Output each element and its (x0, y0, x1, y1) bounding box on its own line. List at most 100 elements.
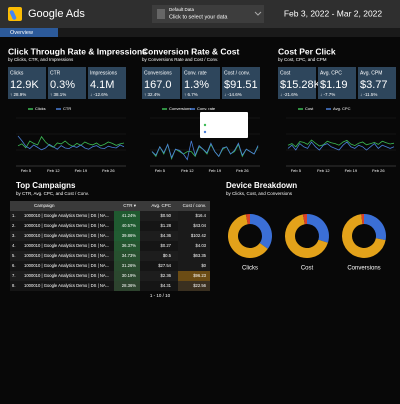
section-title: Conversion Rate & Cost (142, 46, 239, 56)
section-title: Click Through Rate & Impressions (8, 46, 147, 56)
scorecard-label: Conversions (144, 70, 172, 76)
table-row (10, 251, 210, 261)
table-cell: 7. (12, 273, 16, 278)
table-cell: 39.86% (122, 233, 136, 238)
section-subtitle: by Cost, CPC, and CPM (278, 57, 327, 62)
heat-cell (114, 281, 140, 291)
scorecard-change: ↓ -14.6% (224, 92, 242, 97)
scorecard (358, 67, 396, 99)
heat-cell (178, 251, 210, 261)
donut-label: Conversions (347, 266, 380, 272)
x-tick-label: Feb 5 (21, 168, 32, 173)
table-cell: 1000010 | Google Analytics Demo | DS | N… (24, 263, 109, 268)
table-cell: $4.36 (161, 233, 172, 238)
table-cell: 4. (12, 243, 16, 248)
line-series (17, 135, 125, 151)
scorecard-change: ↓ -7.7% (320, 92, 335, 97)
heat-cell (114, 261, 140, 271)
table-row (10, 271, 210, 281)
tooltip-line: Conversions: 6 (208, 122, 237, 127)
table-cell: $0.5 (163, 253, 172, 258)
date-range[interactable]: Feb 3, 2022 - Mar 2, 2022 (284, 8, 383, 18)
table-cell: $0.50 (161, 213, 172, 218)
legend-label: Conv. rate (197, 106, 216, 111)
data-source-picker[interactable] (152, 5, 264, 23)
heat-cell (178, 221, 210, 231)
donut-slice (361, 213, 364, 225)
table-header (10, 201, 210, 211)
heat-cell (114, 271, 140, 281)
table-cell: $1.28 (161, 223, 172, 228)
scorecard (142, 67, 180, 99)
table-cell: 1000010 | Google Analytics Demo | DS | N… (24, 253, 109, 258)
table-cell: 1000010 | Google Analytics Demo | DS | N… (24, 233, 109, 238)
scorecard-value: 167.0 (144, 79, 172, 91)
donut-label: Cost (301, 266, 314, 272)
table-cell: $22.56 (193, 283, 206, 288)
section-title: Device Breakdown (226, 181, 297, 190)
scorecard-label: Impressions (90, 70, 117, 76)
tooltip-line: Conv. rate: 0.53% (208, 129, 241, 134)
scorecard (8, 67, 46, 99)
donut-slice (364, 214, 386, 241)
table-row (10, 231, 210, 241)
table-cell: $96.23 (193, 273, 206, 278)
heat-cell (178, 261, 210, 271)
tooltip-title: Feb 12, 2022 (203, 114, 230, 119)
data-source-icon (157, 9, 165, 19)
scorecard-value: $3.77 (360, 79, 388, 91)
column-header[interactable]: Avg. CPC (151, 203, 171, 208)
table-row (10, 211, 210, 221)
scorecard (318, 67, 356, 99)
scorecard-value: $15.28K (280, 79, 322, 91)
table-cell: 1000010 | Google Analytics Demo | DS | N… (24, 213, 109, 218)
scorecard-label: Avg. CPM (360, 70, 382, 76)
table-cell: $27.54 (158, 263, 171, 268)
table-cell: 40.57% (122, 223, 136, 228)
table-cell: 1000010 | Google Analytics Demo | DS | N… (24, 273, 109, 278)
heat-cell (114, 251, 140, 261)
scorecard (88, 67, 126, 99)
donut-slice (341, 214, 386, 258)
table-cell: 8. (12, 283, 16, 288)
table-cell: 36.37% (122, 243, 136, 248)
table-cell: $63.35 (193, 253, 206, 258)
scorecard-label: Clicks (10, 70, 24, 76)
heat-cell (178, 271, 210, 281)
heat-cell (114, 221, 140, 231)
section-title: Cost Per Click (278, 46, 336, 56)
line-series (17, 135, 125, 149)
table-cell: 34.73% (122, 253, 136, 258)
scorecard-value: $1.19 (320, 79, 348, 91)
scorecard-value: 12.9K (10, 79, 39, 91)
legend-label: Cost (305, 106, 314, 111)
x-tick-label: Feb 12 (47, 168, 60, 173)
column-header[interactable]: CTR ▾ (123, 203, 136, 208)
x-tick-label: Feb 26 (372, 168, 385, 173)
tab[interactable] (0, 28, 58, 37)
table-cell: $102.42 (191, 233, 207, 238)
heat-cell (178, 241, 210, 251)
line-series (287, 139, 395, 148)
scorecard-change: ↑ 6.7% (184, 92, 198, 97)
x-tick-label: Feb 26 (102, 168, 115, 173)
scorecard (222, 67, 260, 99)
scorecard-change: ↓ -21.6% (280, 92, 298, 97)
table-cell: $0 (201, 263, 206, 268)
column-header[interactable]: Cost / conv. (183, 203, 206, 208)
heat-cell (178, 281, 210, 291)
table-cell: 30.19% (122, 273, 136, 278)
table-cell: 1000010 | Google Analytics Demo | DS | N… (24, 223, 109, 228)
table-cell: $2.36 (161, 273, 172, 278)
section-subtitle: by Conversions Rate and Cost / Conv. (142, 57, 218, 62)
legend-label: Avg. CPC (333, 106, 351, 111)
line-series (287, 141, 395, 151)
heat-cell (114, 211, 140, 221)
pagination[interactable]: 1 - 10 / 10 (150, 293, 171, 298)
data-source-hint: Click to select your data (169, 14, 228, 20)
scorecard-value: 0.3% (50, 79, 75, 91)
x-tick-label: Feb 19 (345, 168, 358, 173)
scorecard-value: 4.1M (90, 79, 114, 91)
column-header[interactable]: Campaign (34, 203, 55, 208)
table-cell: 41.24% (122, 213, 136, 218)
